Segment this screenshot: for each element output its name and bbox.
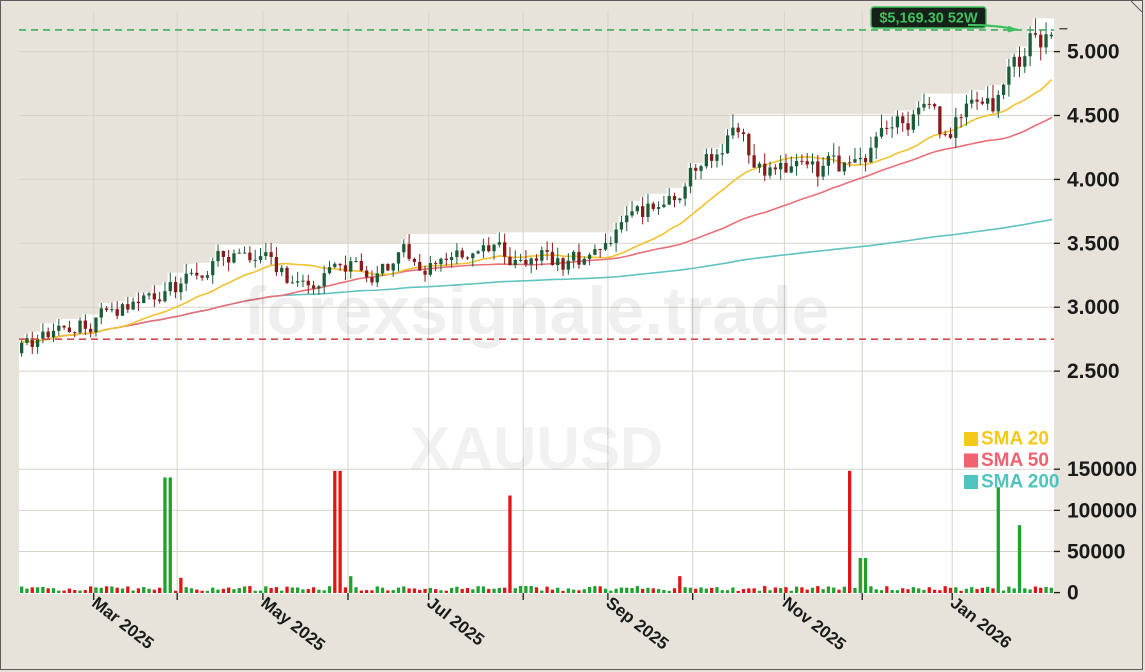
svg-text:4.500: 4.500 [1067,105,1120,128]
svg-text:0: 0 [1067,582,1079,605]
svg-text:5.000: 5.000 [1067,41,1120,64]
svg-text:May 2025: May 2025 [257,593,328,655]
svg-text:100000: 100000 [1067,499,1137,522]
svg-text:XAUUSD: XAUUSD [410,415,663,482]
svg-text:Sep 2025: Sep 2025 [602,593,672,653]
svg-text:SMA 20: SMA 20 [981,429,1049,450]
svg-text:Jan 2026: Jan 2026 [947,593,1015,652]
svg-text:$5,169.30 52W: $5,169.30 52W [879,11,978,27]
svg-text:Nov 2025: Nov 2025 [779,593,850,654]
svg-text:3.000: 3.000 [1067,296,1120,319]
svg-text:SMA 200: SMA 200 [981,472,1060,493]
svg-text:Jul 2025: Jul 2025 [423,593,488,649]
svg-text:Mar 2025: Mar 2025 [88,593,157,653]
svg-text:50000: 50000 [1067,540,1125,563]
svg-text:4.000: 4.000 [1067,168,1120,191]
svg-text:2.500: 2.500 [1067,360,1120,383]
svg-text:150000: 150000 [1067,458,1137,481]
svg-text:3.500: 3.500 [1067,232,1120,255]
svg-text:SMA 50: SMA 50 [981,450,1049,471]
svg-text:forexsignale.trade: forexsignale.trade [244,273,830,349]
